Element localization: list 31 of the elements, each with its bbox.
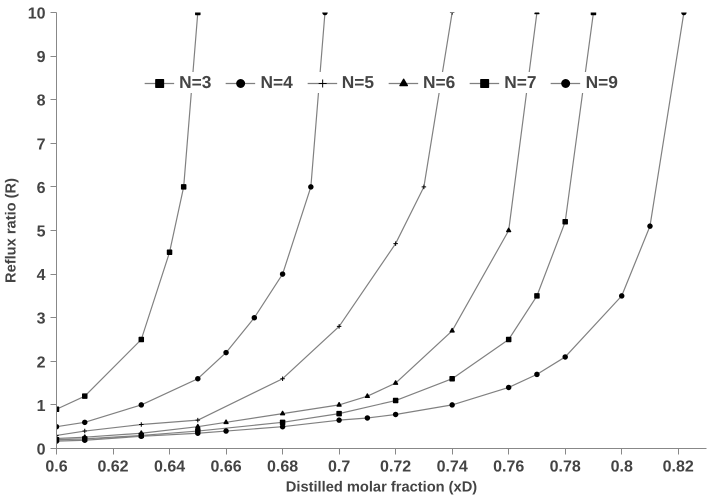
y-axis-title: Reflux ratio (R): [4, 178, 20, 284]
y-tick-label: 6: [36, 180, 46, 197]
x-tick-label: 0.76: [493, 458, 524, 476]
y-tick-label: 7: [36, 136, 46, 154]
x-axis-title: Distilled molar fraction (xD): [286, 480, 478, 496]
y-tick-label: 8: [36, 92, 46, 110]
y-tick-label: 2: [36, 354, 46, 372]
legend-label: N=5: [342, 72, 374, 93]
legend-label: N=7: [504, 72, 537, 93]
legend-label: N=6: [423, 72, 456, 93]
x-tick-label: 0.62: [97, 458, 129, 476]
x-tick-label: 0.8: [610, 458, 633, 476]
x-tick-label: 0.64: [154, 458, 186, 476]
x-tick-label: 0.74: [436, 458, 468, 476]
legend-label: N=3: [179, 72, 212, 93]
y-tick-label: 5: [36, 224, 46, 240]
x-tick-label: 0.66: [210, 458, 242, 476]
y-tick-label: 9: [36, 49, 46, 66]
y-tick-label: 10: [28, 6, 46, 22]
x-tick-label: 0.68: [267, 458, 298, 476]
y-tick-label: 1: [36, 398, 46, 415]
y-tick-label: 0: [36, 442, 46, 458]
x-tick-label: 0.78: [550, 458, 581, 476]
x-tick-label: 0.6: [45, 458, 68, 476]
legend-label: N=9: [586, 72, 618, 93]
x-tick-label: 0.7: [328, 458, 350, 476]
legend-label: N=4: [260, 72, 293, 93]
y-tick-label: 3: [36, 310, 46, 328]
y-tick-label: 4: [36, 267, 46, 284]
x-tick-label: 0.72: [380, 458, 412, 476]
x-tick-label: 0.82: [662, 458, 694, 476]
